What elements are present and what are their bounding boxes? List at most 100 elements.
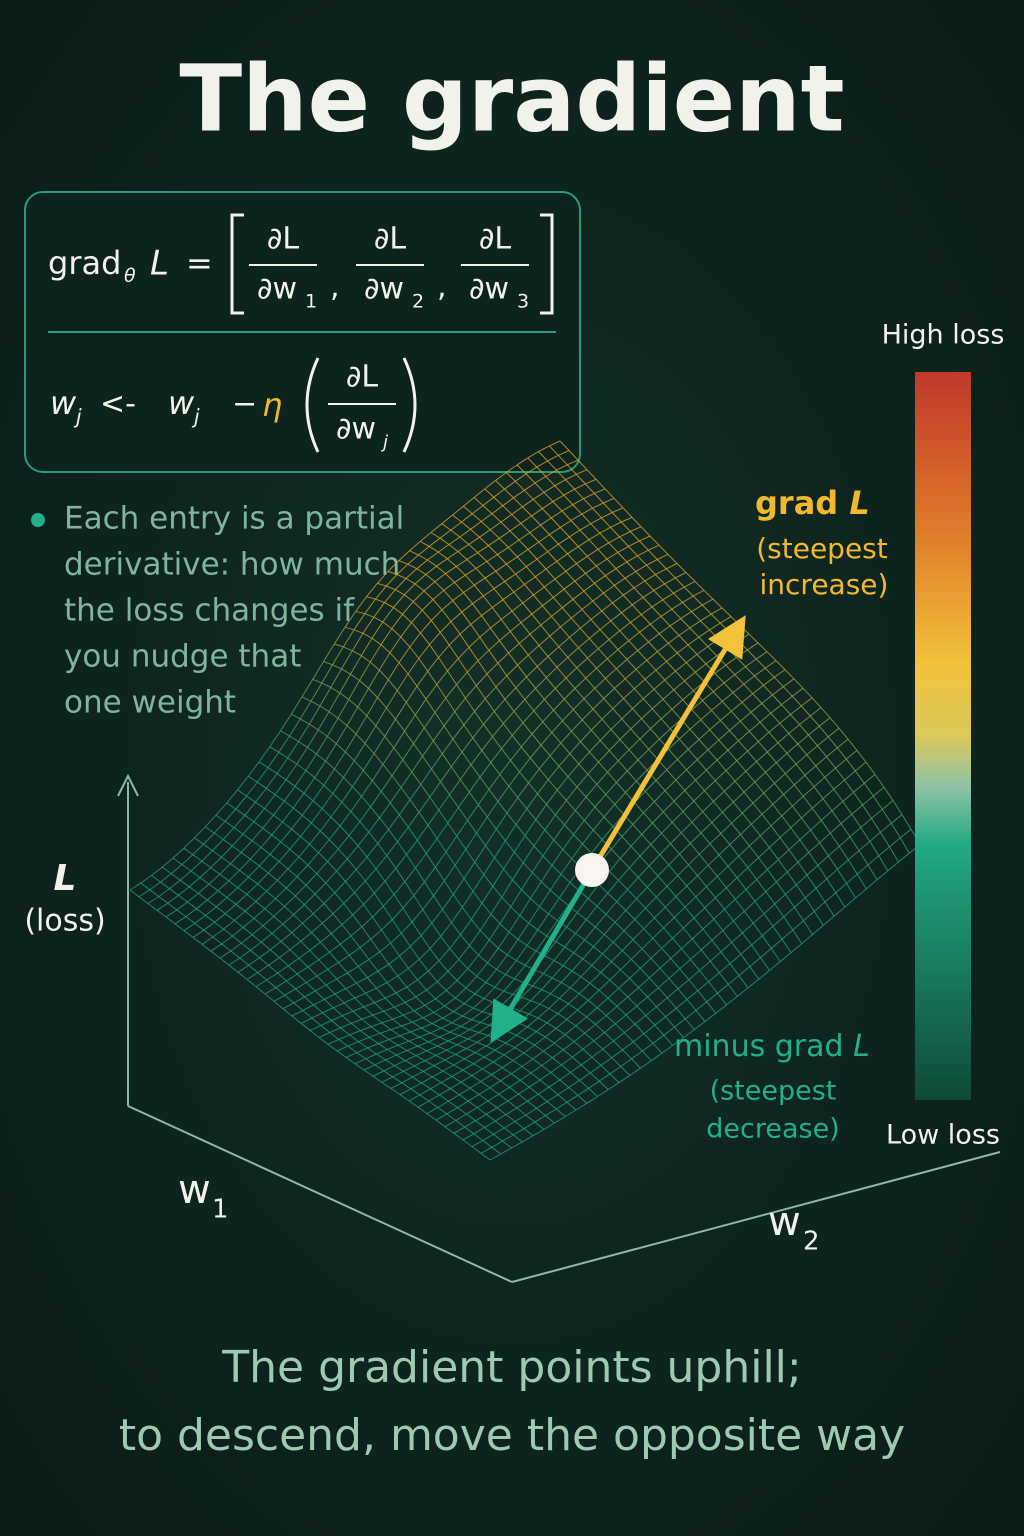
mesh-line	[869, 841, 880, 857]
mesh-line	[810, 829, 820, 843]
separator: ,	[330, 270, 340, 305]
mesh-line	[585, 919, 596, 928]
mesh-line	[570, 609, 583, 619]
mesh-line	[661, 947, 672, 959]
mesh-line	[285, 763, 298, 781]
learning-rate: η	[262, 386, 282, 424]
mesh-line	[650, 728, 660, 740]
mesh-line	[635, 769, 648, 782]
mesh-line	[439, 529, 452, 539]
mesh-line	[757, 741, 768, 753]
mesh-line	[264, 908, 275, 917]
mesh-line	[709, 729, 720, 741]
mesh-line	[560, 617, 572, 628]
mesh-line	[601, 517, 611, 528]
mesh-line	[273, 916, 284, 925]
mesh-line	[673, 586, 685, 594]
mesh-line	[431, 909, 443, 924]
mesh-line	[538, 445, 550, 453]
mesh-line	[504, 698, 515, 712]
mesh-line	[490, 619, 502, 629]
mesh-line	[147, 896, 160, 904]
mesh-line	[496, 1100, 509, 1109]
mesh-line	[768, 731, 779, 744]
mesh-line	[447, 670, 457, 685]
mesh-line	[452, 505, 464, 516]
mesh-line	[373, 602, 385, 618]
mesh-line	[467, 804, 479, 821]
mesh-line	[729, 834, 741, 845]
mesh-line	[374, 997, 386, 1004]
mesh-line	[665, 568, 676, 579]
mesh-line	[474, 861, 485, 875]
mesh-line	[360, 1026, 372, 1032]
mesh-line	[547, 543, 559, 553]
mesh-line	[526, 945, 537, 952]
mesh-line	[406, 986, 417, 998]
mesh-line	[568, 536, 579, 547]
numerator: ∂L	[267, 222, 300, 257]
mesh-line	[473, 1063, 483, 1070]
mesh-line	[641, 718, 651, 730]
mesh-line	[309, 1024, 322, 1031]
mesh-line	[551, 510, 563, 519]
mesh-line	[471, 505, 484, 515]
mesh-line	[686, 769, 696, 781]
mesh-line	[475, 567, 486, 579]
mesh-line	[278, 735, 290, 753]
mesh-line	[664, 896, 677, 908]
mesh-line	[441, 523, 452, 531]
mesh-line	[300, 940, 311, 951]
bullet-line: Each entry is a partial	[64, 501, 404, 537]
mesh-line	[233, 814, 246, 829]
mesh-line	[684, 906, 695, 919]
mesh-line	[829, 832, 840, 847]
mesh-line	[589, 982, 600, 991]
mesh-line	[583, 498, 593, 509]
mesh-line	[592, 698, 605, 710]
mesh-line	[469, 1022, 481, 1030]
mesh-line	[418, 948, 431, 960]
mesh-line	[498, 1093, 509, 1102]
mesh-line	[774, 773, 786, 784]
mesh-line	[192, 929, 205, 938]
current-point	[575, 853, 609, 887]
mesh-line	[777, 859, 788, 873]
mesh-line	[264, 794, 276, 809]
mesh-line	[865, 879, 878, 890]
mesh-line	[529, 524, 541, 534]
mesh-line	[542, 605, 552, 617]
mesh-line	[741, 812, 752, 825]
mesh-line	[561, 1064, 571, 1073]
mesh-line	[526, 558, 538, 568]
mesh-line	[511, 610, 522, 623]
mesh-line	[462, 497, 475, 507]
mesh-line	[632, 1041, 643, 1052]
mesh-line	[617, 552, 628, 563]
mesh-line	[611, 1057, 622, 1067]
mesh-line	[385, 1059, 395, 1067]
mesh-line	[685, 572, 696, 582]
mesh-line	[388, 955, 400, 965]
mesh-line	[645, 896, 657, 909]
mesh-line	[688, 864, 698, 876]
mesh-line	[697, 875, 707, 887]
mesh-line	[609, 1073, 620, 1083]
mesh-line	[455, 1048, 467, 1055]
mesh-line	[483, 724, 493, 737]
mesh-line	[829, 717, 840, 729]
mesh-line	[341, 1015, 352, 1024]
mesh-line	[833, 906, 846, 917]
mesh-line	[435, 1049, 447, 1056]
mesh-line	[616, 996, 629, 1007]
mesh-line	[278, 861, 289, 870]
mesh-line	[266, 890, 276, 899]
mesh-line	[558, 882, 571, 899]
mesh-line	[424, 998, 436, 1006]
mesh-line	[788, 724, 800, 734]
mesh-line	[418, 658, 429, 672]
mesh-line	[589, 1072, 600, 1082]
mesh-line	[382, 905, 393, 920]
mesh-line	[457, 551, 468, 560]
mesh-line	[492, 885, 503, 898]
